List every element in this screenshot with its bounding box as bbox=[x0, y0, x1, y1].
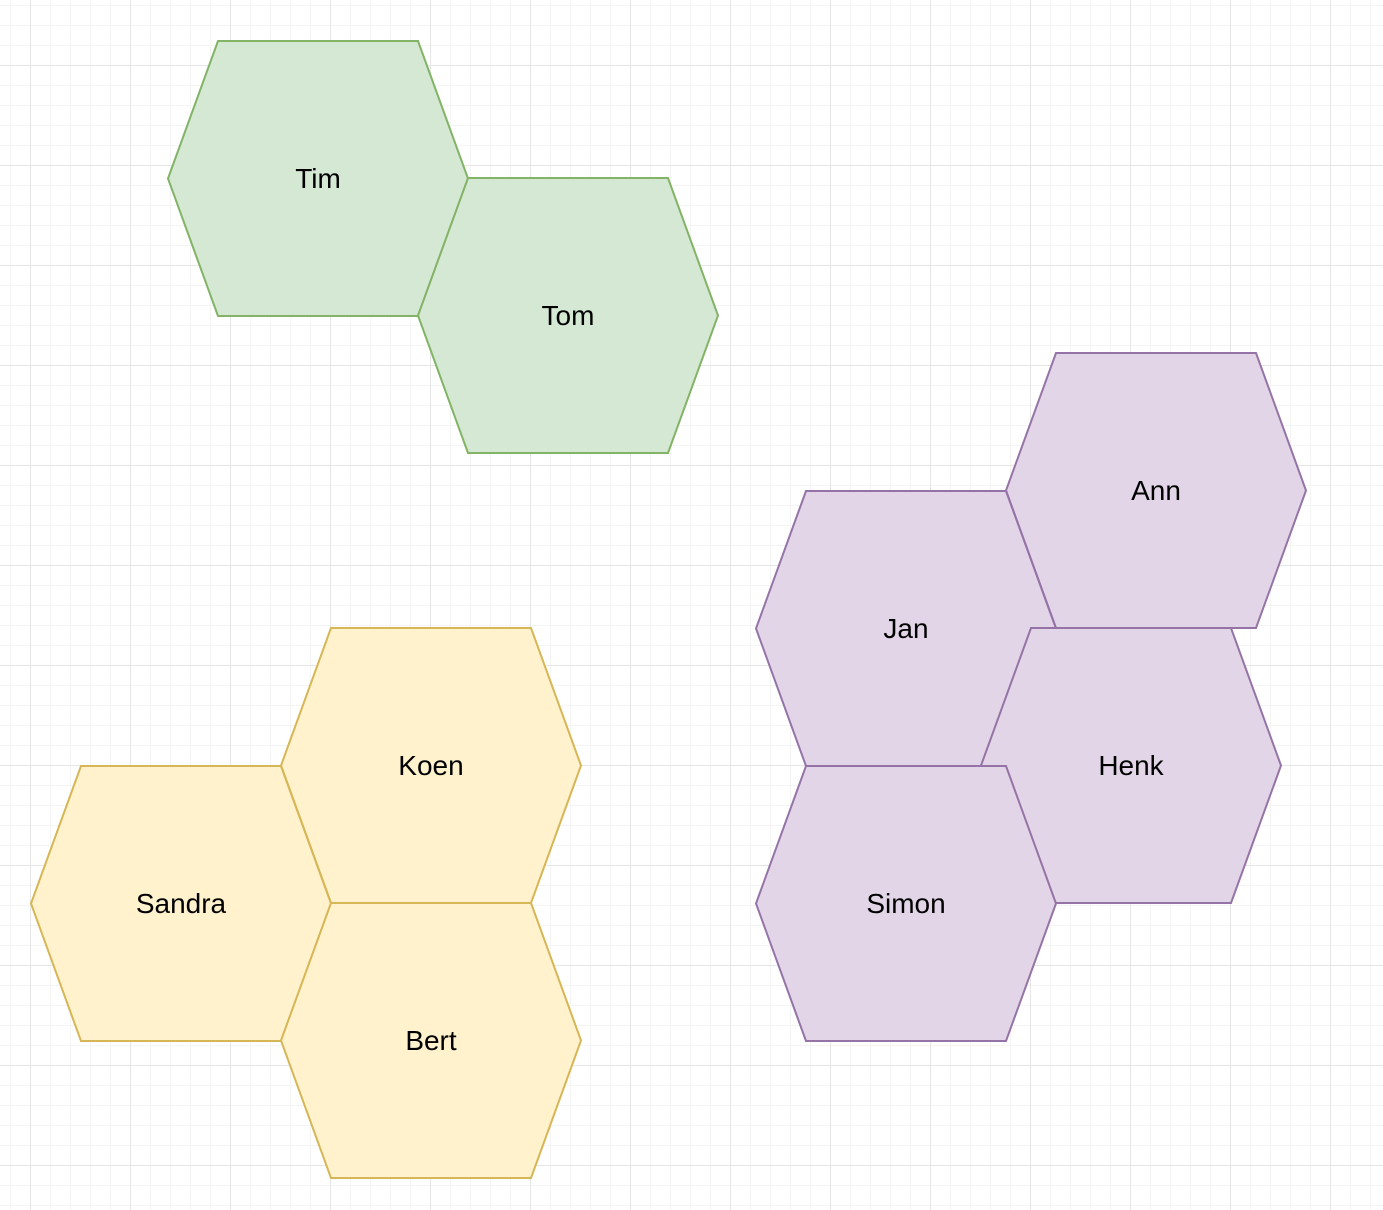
hexagon-node-simon[interactable]: Simon bbox=[754, 765, 1058, 1042]
hexagon-node-sandra[interactable]: Sandra bbox=[29, 765, 333, 1042]
hexagon-node-bert[interactable]: Bert bbox=[279, 902, 583, 1179]
green-group: Tim Tom bbox=[166, 40, 720, 454]
hexagon-label: Henk bbox=[1098, 750, 1164, 781]
hexagon-label: Ann bbox=[1131, 475, 1181, 506]
purple-group: Ann Jan Henk Simon bbox=[754, 352, 1308, 1042]
hexagon-shape[interactable] bbox=[279, 902, 583, 1179]
hexagon-label: Koen bbox=[398, 750, 463, 781]
hexagon-node-tom[interactable]: Tom bbox=[416, 177, 720, 454]
hexagon-node-tim[interactable]: Tim bbox=[166, 40, 470, 317]
hexagon-shape[interactable] bbox=[416, 177, 720, 454]
hexagon-label: Jan bbox=[883, 613, 928, 644]
hexagon-label: Tom bbox=[542, 300, 595, 331]
hexagon-label: Sandra bbox=[136, 888, 227, 919]
hexagon-node-ann[interactable]: Ann bbox=[1004, 352, 1308, 629]
yellow-group: Koen Sandra Bert bbox=[29, 627, 583, 1179]
hexagon-label: Bert bbox=[405, 1025, 457, 1056]
hexagon-label: Simon bbox=[866, 888, 945, 919]
hexagon-shape[interactable] bbox=[754, 765, 1058, 1042]
hexagon-node-koen[interactable]: Koen bbox=[279, 627, 583, 904]
hexagon-label: Tim bbox=[295, 163, 341, 194]
